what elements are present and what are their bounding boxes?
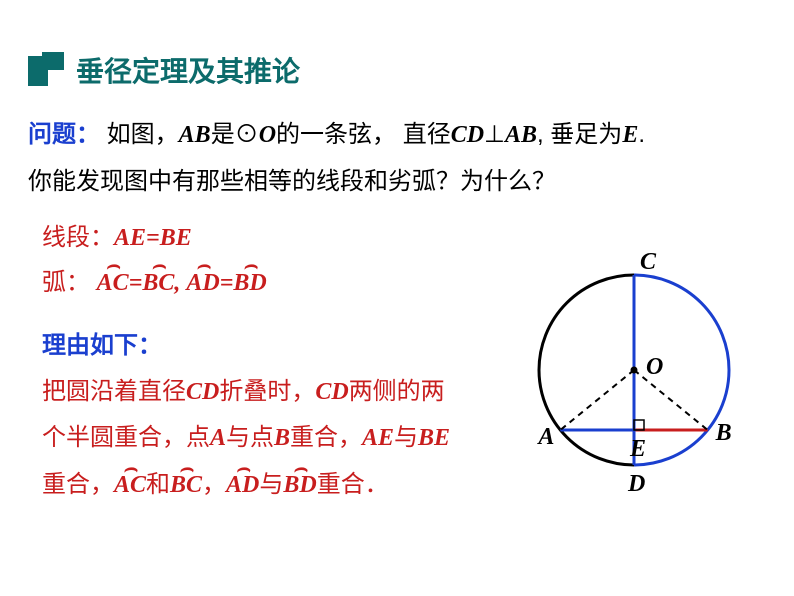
problem-line-1: 问题： 如图，AB是⊙O的一条弦， 直径CD⊥AB, 垂足为E. [28, 112, 766, 159]
seg-label: 线段： [42, 224, 114, 251]
r-cd1: CD [186, 379, 219, 405]
center-point [631, 367, 638, 374]
label-e: E [629, 436, 646, 462]
label-o: O [646, 354, 663, 380]
circle-diagram: C O A B E D [504, 230, 764, 510]
reason-label: 理由如下： [42, 323, 468, 369]
section-badge-icon [28, 52, 64, 88]
eq2: = [220, 270, 234, 296]
problem-line-2: 你能发现图中有那些相等的线段和劣弧？为什么？ [28, 159, 766, 205]
arc-ad: AD [186, 261, 219, 305]
var-o: O [259, 122, 276, 148]
reason-block: 理由如下： 把圆沿着直径CD折叠时，CD两侧的两个半圆重合，点A与点B重合，AE… [28, 323, 468, 508]
label-c: C [640, 249, 657, 275]
section-title: 垂径定理及其推论 [76, 50, 300, 90]
r-t2: 折叠时， [219, 378, 315, 405]
var-ab2: AB [505, 122, 537, 148]
r-a: A [210, 425, 226, 451]
problem-text-1b: 是⊙ [211, 121, 259, 148]
problem-text-1c: 的一条弦， 直径 [276, 121, 451, 148]
radius-oa [560, 370, 634, 430]
r-bd: BD [283, 463, 316, 509]
r-t6: 与 [394, 424, 418, 451]
r-t7: 重合， [42, 471, 114, 498]
problem-text-1d: , 垂足为 [537, 121, 622, 148]
section-header: 垂径定理及其推论 [0, 0, 794, 90]
r-b: B [274, 425, 290, 451]
arc-bc: BC [142, 261, 174, 305]
r-be: BE [418, 425, 450, 451]
label-a: A [536, 424, 554, 450]
r-t10: 与 [259, 471, 283, 498]
comma: , [174, 270, 186, 296]
r-ac: AC [114, 463, 146, 509]
r-ad: AD [226, 463, 259, 509]
r-t9: ， [202, 471, 226, 498]
r-t11: 重合． [317, 471, 389, 498]
r-t4: 与点 [226, 424, 274, 451]
reason-text: 把圆沿着直径CD折叠时，CD两侧的两个半圆重合，点A与点B重合，AE与BE重合，… [42, 369, 468, 509]
r-ae: AE [362, 425, 394, 451]
r-t8: 和 [146, 471, 170, 498]
problem-text-1e: . [638, 121, 645, 148]
var-e: E [622, 122, 638, 148]
arc-ac: AC [97, 261, 129, 305]
var-cd: CD [451, 122, 484, 148]
problem-label: 问题： [28, 121, 100, 148]
perp-symbol: ⊥ [484, 121, 505, 148]
diagram-svg: C O A B E D [504, 230, 764, 510]
problem-text-1a: 如图， [107, 121, 179, 148]
r-t1: 把圆沿着直径 [42, 378, 186, 405]
eq1: = [129, 270, 143, 296]
r-cd2: CD [315, 379, 348, 405]
arc-label: 弧： [42, 269, 90, 296]
arc-bd: BD [233, 261, 266, 305]
label-b: B [715, 420, 732, 446]
r-bc: BC [170, 463, 202, 509]
var-ab: AB [179, 122, 211, 148]
label-d: D [627, 471, 645, 497]
